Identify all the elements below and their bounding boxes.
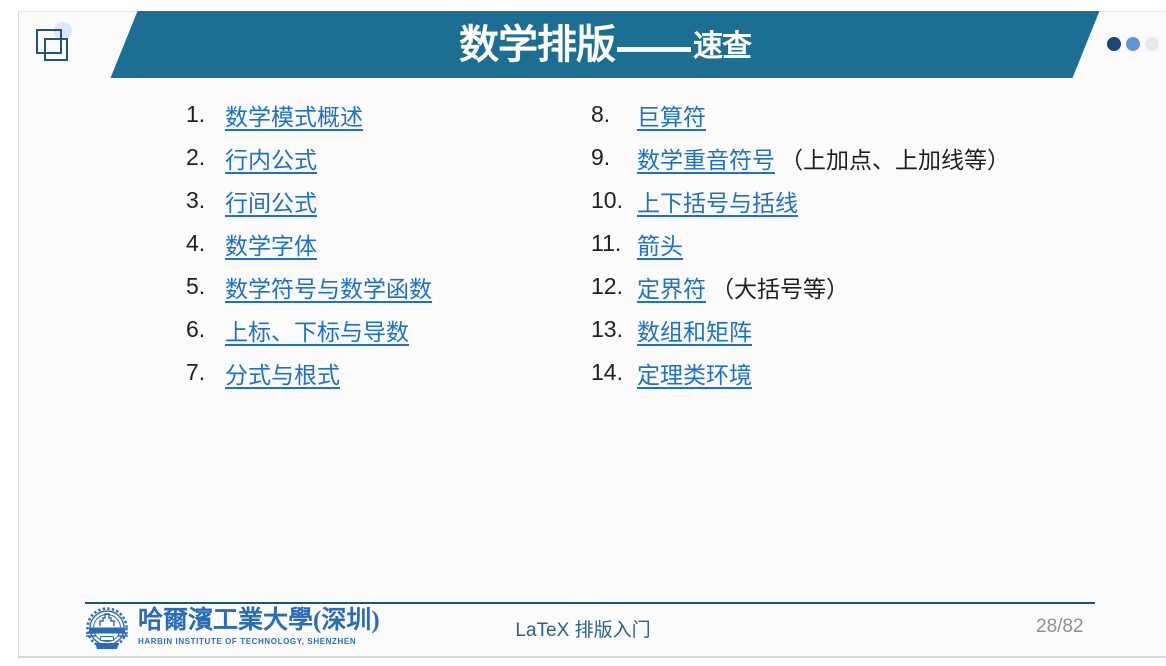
toc-link-display-formula[interactable]: 行间公式 [225,189,317,216]
university-logo: 哈爾濱工業大學(深圳) HARBIN INSTITUTE OF TECHNOLO… [84,606,380,653]
toc-item-6: 6. 上标、下标与导数 [186,308,432,351]
toc-column-right: 8. 巨算符 9. 数学重音符号 （上加点、上加线等） 10. 上下括号与括线 … [591,93,1010,394]
toc-item-3: 3. 行间公式 [186,179,432,222]
toc-number: 11. [591,230,622,256]
slide-title-main: 数学排版 [459,22,615,67]
toc-number: 10. [591,187,623,213]
nav-dot-current[interactable] [1107,37,1121,51]
nav-dot-3[interactable] [1145,37,1159,51]
slide-title-sub: 速查 [693,29,751,63]
toc-item-13: 13. 数组和矩阵 [591,308,1010,351]
toc-number: 14. [591,359,623,385]
toc-number: 6. [186,316,206,342]
title-dash [617,46,691,52]
toc-item-11: 11. 箭头 [591,222,1010,265]
toc-link-big-operators[interactable]: 巨算符 [637,103,706,130]
toc-item-10: 10. 上下括号与括线 [591,179,1010,222]
back-square [36,29,62,54]
toc-link-fractions-roots[interactable]: 分式与根式 [225,361,340,388]
overlapping-squares-icon [34,22,74,66]
course-title: LaTeX 排版入门 [515,620,651,641]
toc-link-arrays-matrices[interactable]: 数组和矩阵 [637,318,752,345]
toc-link-theorem-environments[interactable]: 定理类环境 [637,361,752,388]
toc-number: 3. [186,187,206,213]
front-square [44,38,68,61]
page-number: 28/82 [1036,616,1084,637]
university-name-chinese: 哈爾濱工業大學(深圳) [138,607,380,634]
toc-item-9: 9. 数学重音符号 （上加点、上加线等） [591,136,1010,179]
slide-canvas [18,11,1166,658]
toc-number: 1. [186,101,206,127]
toc-item-5: 5. 数学符号与数学函数 [186,265,432,308]
hit-emblem-icon [86,607,128,649]
slide-nav-dots [1107,37,1159,51]
toc-number: 4. [186,230,206,256]
toc-item-14: 14. 定理类环境 [591,351,1010,394]
title-banner-inner: 数学排版 速查 [124,11,1086,78]
toc-number: 7. [186,359,206,385]
toc-number: 5. [186,273,206,299]
toc-item-4: 4. 数学字体 [186,222,432,265]
toc-column-left: 1. 数学模式概述 2. 行内公式 3. 行间公式 4. 数学字体 5. 数学符… [186,93,432,394]
toc-link-inline-formula[interactable]: 行内公式 [225,146,317,173]
toc-item-7: 7. 分式与根式 [186,351,432,394]
toc-link-over-under-braces[interactable]: 上下括号与括线 [637,189,798,216]
toc-link-math-fonts[interactable]: 数学字体 [225,232,317,259]
toc-number: 13. [591,316,623,342]
toc-item-12: 12. 定界符 （大括号等） [591,265,1010,308]
toc-link-math-accents[interactable]: 数学重音符号 [637,146,775,173]
university-name-english: HARBIN INSTITUTE OF TECHNOLOGY, SHENZHEN [138,637,357,646]
toc-item-2: 2. 行内公式 [186,136,432,179]
toc-number: 9. [591,144,611,170]
toc-note: （上加点、上加线等） [780,146,1010,173]
toc-note: （大括号等） [711,275,849,302]
toc-link-arrows[interactable]: 箭头 [637,232,683,259]
icon-accent-circle [54,22,72,40]
toc-number: 12. [591,273,623,299]
toc-link-math-mode-overview[interactable]: 数学模式概述 [225,103,363,130]
toc-link-delimiters[interactable]: 定界符 [637,275,706,302]
toc-number: 8. [591,101,611,127]
toc-item-1: 1. 数学模式概述 [186,93,432,136]
footer-divider-line [85,602,1095,604]
nav-dot-2[interactable] [1126,37,1140,51]
toc-link-symbols-functions[interactable]: 数学符号与数学函数 [225,275,432,302]
toc-number: 2. [186,144,206,170]
title-banner: 数学排版 速查 [110,11,1100,78]
toc-link-super-subscripts[interactable]: 上标、下标与导数 [225,318,409,345]
logo-text-block: 哈爾濱工業大學(深圳) HARBIN INSTITUTE OF TECHNOLO… [138,606,380,646]
toc-item-8: 8. 巨算符 [591,93,1010,136]
